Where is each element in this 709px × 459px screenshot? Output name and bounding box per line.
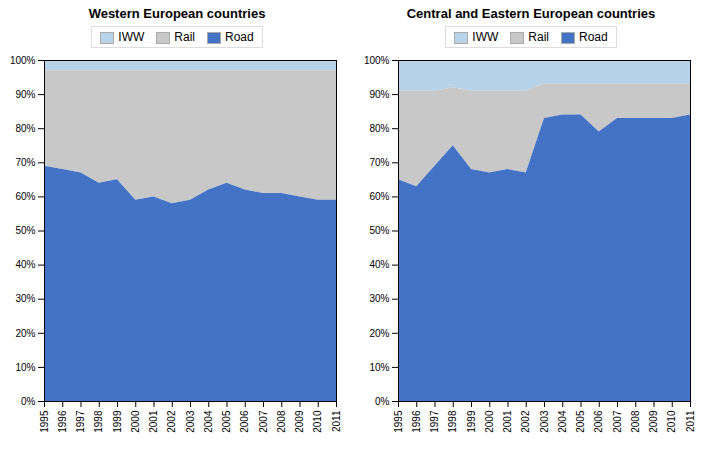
svg-text:80%: 80% bbox=[369, 123, 389, 134]
svg-text:2007: 2007 bbox=[612, 410, 623, 433]
html-text:Central and Eastern European c: Central and Eastern European countries bbox=[406, 6, 656, 21]
svg-text:2003: 2003 bbox=[185, 410, 196, 433]
svg-text:2000: 2000 bbox=[484, 410, 495, 433]
svg-text:2003: 2003 bbox=[539, 410, 550, 433]
svg-text:90%: 90% bbox=[15, 89, 35, 100]
svg-text:2002: 2002 bbox=[166, 410, 177, 433]
svg-text:70%: 70% bbox=[15, 157, 35, 168]
svg-text:100%: 100% bbox=[10, 55, 36, 66]
svg-text:2011: 2011 bbox=[331, 410, 342, 432]
svg-text:2007: 2007 bbox=[258, 410, 269, 433]
svg-text:2000: 2000 bbox=[130, 410, 141, 433]
svg-text:60%: 60% bbox=[15, 191, 35, 202]
svg-text:1997: 1997 bbox=[75, 410, 86, 433]
html-text:IWW: IWW bbox=[118, 30, 145, 44]
svg-text:1999: 1999 bbox=[112, 410, 123, 433]
html-text:Road: Road bbox=[579, 30, 608, 44]
svg-text:1996: 1996 bbox=[57, 410, 68, 433]
svg-text:30%: 30% bbox=[369, 293, 389, 304]
svg-text:20%: 20% bbox=[15, 328, 35, 339]
svg-text:1996: 1996 bbox=[411, 410, 422, 433]
svg-text:40%: 40% bbox=[15, 259, 35, 270]
svg-text:2009: 2009 bbox=[648, 410, 659, 433]
svg-text:30%: 30% bbox=[15, 293, 35, 304]
svg-text:2006: 2006 bbox=[239, 410, 250, 433]
html-text:Western European countries: Western European countries bbox=[88, 6, 266, 21]
svg-text:2004: 2004 bbox=[203, 410, 214, 433]
svg-text:50%: 50% bbox=[369, 225, 389, 236]
svg-text:2009: 2009 bbox=[294, 410, 305, 433]
svg-text:1997: 1997 bbox=[429, 410, 440, 433]
svg-text:2011: 2011 bbox=[685, 410, 696, 432]
svg-text:2008: 2008 bbox=[630, 410, 641, 433]
svg-text:0%: 0% bbox=[375, 396, 390, 407]
svg-text:70%: 70% bbox=[369, 157, 389, 168]
svg-text:2008: 2008 bbox=[276, 410, 287, 433]
svg-text:2005: 2005 bbox=[221, 410, 232, 433]
html-text:Rail: Rail bbox=[174, 30, 195, 44]
svg-text:50%: 50% bbox=[15, 225, 35, 236]
svg-text:0%: 0% bbox=[21, 396, 36, 407]
svg-text:1998: 1998 bbox=[93, 410, 104, 433]
svg-text:40%: 40% bbox=[369, 259, 389, 270]
svg-text:2005: 2005 bbox=[575, 410, 586, 433]
svg-text:2010: 2010 bbox=[666, 410, 677, 433]
svg-text:10%: 10% bbox=[15, 362, 35, 373]
html-text:Road: Road bbox=[225, 30, 254, 44]
svg-text:80%: 80% bbox=[15, 123, 35, 134]
svg-text:100%: 100% bbox=[364, 55, 390, 66]
svg-text:1995: 1995 bbox=[393, 410, 404, 433]
svg-text:10%: 10% bbox=[369, 362, 389, 373]
svg-text:2001: 2001 bbox=[502, 410, 513, 433]
svg-text:2002: 2002 bbox=[520, 410, 531, 433]
svg-text:2010: 2010 bbox=[312, 410, 323, 433]
svg-text:20%: 20% bbox=[369, 328, 389, 339]
html-text:IWW: IWW bbox=[472, 30, 499, 44]
svg-text:60%: 60% bbox=[369, 191, 389, 202]
svg-text:1998: 1998 bbox=[447, 410, 458, 433]
svg-text:1999: 1999 bbox=[466, 410, 477, 433]
svg-text:90%: 90% bbox=[369, 89, 389, 100]
html-text:Rail: Rail bbox=[528, 30, 549, 44]
svg-text:2004: 2004 bbox=[557, 410, 568, 433]
svg-text:2006: 2006 bbox=[593, 410, 604, 433]
svg-text:1995: 1995 bbox=[39, 410, 50, 433]
svg-text:2001: 2001 bbox=[148, 410, 159, 433]
